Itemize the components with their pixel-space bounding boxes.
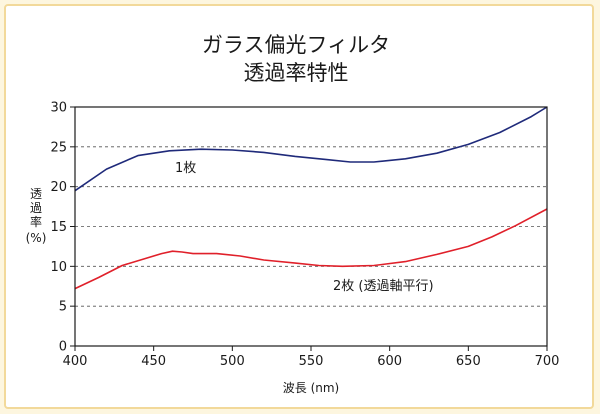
y-tick-label: 15 [50, 220, 67, 235]
y-tick-label: 10 [50, 260, 67, 275]
x-tick-label: 550 [299, 354, 324, 369]
series-lines [74, 106, 548, 290]
x-tick-label: 450 [141, 354, 166, 369]
y-axis-label-unit: (%) [26, 231, 47, 245]
y-axis-label-char: 透 [30, 187, 42, 201]
x-tick-label: 600 [377, 354, 402, 369]
y-axis-label: 透過率 (%) [26, 187, 47, 245]
x-tick-labels: 400 450 500 550 600 650 700 [63, 346, 560, 369]
y-tick-label: 5 [59, 300, 67, 315]
grid-lines [75, 146, 547, 307]
x-tick-label: 650 [456, 354, 481, 369]
y-tick-labels: 0 5 10 15 20 25 30 [50, 101, 75, 355]
chart-subtitle: 透過率特性 [244, 61, 349, 85]
series-label-2-sheets: 2枚 (透過軸平行) [333, 279, 434, 294]
y-tick-label: 30 [50, 101, 67, 116]
chart-frame [4, 4, 594, 409]
x-axis-label: 波長 (nm) [283, 381, 339, 395]
y-axis-label-char: 率 [30, 214, 42, 229]
y-tick-label: 25 [50, 140, 67, 155]
y-tick-label: 20 [50, 180, 67, 195]
chart-title: ガラス偏光フィルタ [202, 33, 390, 57]
series-line-2 [74, 208, 548, 290]
y-axis-label-char: 過 [30, 201, 42, 215]
x-tick-label: 400 [63, 354, 88, 369]
y-tick-label: 0 [59, 340, 67, 355]
series-line-1 [74, 106, 548, 192]
x-tick-label: 700 [535, 354, 560, 369]
series-label-1-sheet: 1枚 [175, 161, 196, 176]
x-tick-label: 500 [220, 354, 245, 369]
plot-area-border [74, 106, 548, 347]
